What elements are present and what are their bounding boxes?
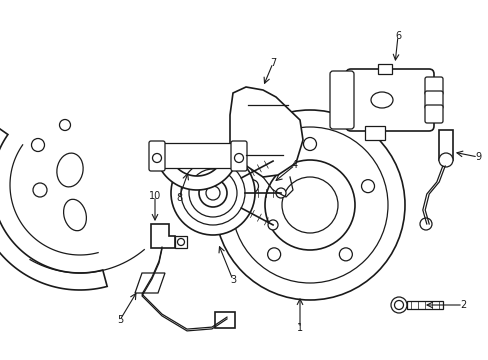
Text: 10: 10 (148, 191, 161, 201)
Text: 3: 3 (229, 275, 236, 285)
Circle shape (60, 120, 70, 130)
Circle shape (215, 110, 404, 300)
Polygon shape (151, 224, 175, 248)
Circle shape (245, 180, 258, 193)
Circle shape (267, 156, 278, 166)
Polygon shape (215, 312, 235, 328)
Text: 4: 4 (291, 160, 298, 170)
Circle shape (189, 169, 237, 217)
Circle shape (390, 297, 406, 313)
Circle shape (205, 186, 220, 200)
Circle shape (181, 161, 244, 225)
Text: 9: 9 (474, 152, 480, 162)
Circle shape (171, 151, 254, 235)
Circle shape (438, 153, 452, 167)
FancyBboxPatch shape (149, 141, 164, 171)
Circle shape (339, 248, 352, 261)
FancyBboxPatch shape (424, 105, 442, 123)
Text: 1: 1 (296, 323, 303, 333)
Polygon shape (438, 130, 452, 160)
Ellipse shape (63, 199, 86, 231)
Circle shape (33, 183, 47, 197)
Circle shape (199, 179, 226, 207)
Text: 7: 7 (269, 58, 276, 68)
Circle shape (267, 248, 280, 261)
FancyBboxPatch shape (424, 91, 442, 109)
Circle shape (264, 160, 354, 250)
Circle shape (303, 138, 316, 150)
Circle shape (152, 153, 161, 162)
Bar (377, 64, 391, 74)
Polygon shape (406, 301, 442, 309)
Circle shape (231, 127, 387, 283)
Polygon shape (175, 236, 186, 248)
FancyBboxPatch shape (329, 71, 353, 129)
Polygon shape (157, 158, 236, 190)
Polygon shape (364, 126, 384, 140)
Text: 6: 6 (394, 31, 400, 41)
Circle shape (361, 180, 374, 193)
Circle shape (282, 177, 337, 233)
Circle shape (31, 139, 44, 152)
Circle shape (275, 188, 285, 198)
Polygon shape (229, 87, 303, 177)
FancyBboxPatch shape (346, 69, 433, 131)
Text: 8: 8 (176, 193, 182, 203)
FancyBboxPatch shape (230, 141, 246, 171)
Circle shape (419, 218, 431, 230)
FancyBboxPatch shape (424, 77, 442, 95)
Ellipse shape (370, 92, 392, 108)
Ellipse shape (57, 153, 83, 187)
Polygon shape (0, 125, 107, 290)
Text: 2: 2 (459, 300, 465, 310)
Circle shape (234, 153, 243, 162)
Circle shape (394, 301, 403, 310)
Bar (155, 143, 239, 168)
Polygon shape (135, 273, 164, 293)
Circle shape (267, 220, 278, 230)
Circle shape (177, 238, 184, 246)
Text: 5: 5 (117, 315, 123, 325)
